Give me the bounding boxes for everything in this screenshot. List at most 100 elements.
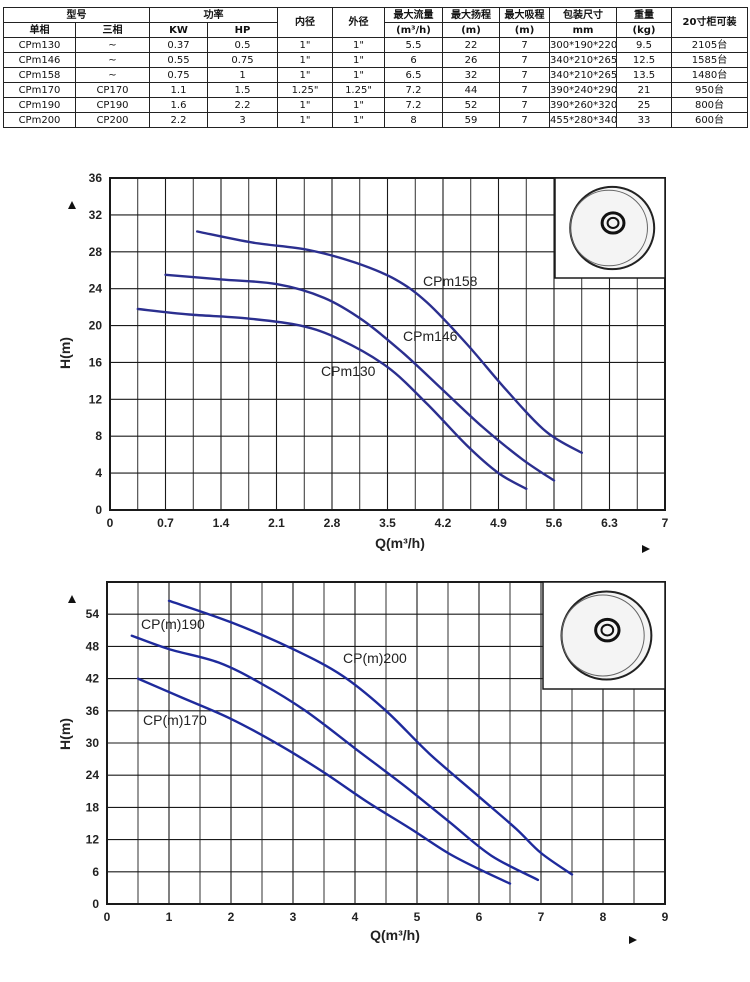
header-three-phase: 三相 [75,22,150,38]
cell-hp: 3 [207,112,278,128]
cell-container: 800台 [671,97,748,113]
series-label: CPm146 [403,328,458,344]
header-package-size-unit: mm [549,22,617,38]
cell-head: 22 [442,37,500,53]
pump-image-port [600,211,626,235]
x-tick-label: 7 [538,910,545,924]
y-tick-label: 36 [89,171,103,185]
cell-weight: 33 [616,112,672,128]
cell-weight: 13.5 [616,67,672,83]
y-tick-label: 54 [86,607,100,621]
y-tick-label: 24 [86,768,100,782]
x-axis-label: Q(m³/h) [375,535,425,551]
series-line-1 [196,230,583,454]
cell-container: 1480台 [671,67,748,83]
y-tick-label: 36 [86,704,100,718]
cell-pack: 340*210*265 [549,52,617,68]
cell-kw: 2.2 [149,112,208,128]
cell-inner: 1" [277,37,333,53]
x-axis-arrow-icon [642,545,650,553]
x-tick-label: 0 [104,910,111,924]
series-line-3 [136,677,512,885]
cell-pack: 390*240*290 [549,82,617,98]
cell-flow: 6.5 [384,67,443,83]
x-tick-label: 5 [414,910,421,924]
cell-hp: 1 [207,67,278,83]
cell-three: ~ [75,67,150,83]
x-tick-label: 1 [166,910,173,924]
cell-kw: 0.55 [149,52,208,68]
cell-three: ~ [75,37,150,53]
y-tick-label: 4 [95,466,102,480]
y-tick-label: 12 [89,392,103,406]
series-line-3 [136,307,528,490]
table-row: CPm170 CP170 1.1 1.5 1.25" 1.25" 7.2 44 … [3,82,748,98]
cell-flow: 7.2 [384,97,443,113]
pump-image-rim [569,189,648,267]
table-row: CPm200 CP200 2.2 3 1" 1" 8 59 7 455*280*… [3,112,748,128]
y-axis-label: H(m) [57,718,73,750]
cell-outer: 1" [332,97,385,113]
x-tick-label: 0 [107,516,114,530]
cell-outer: 1.25" [332,82,385,98]
y-axis-label: H(m) [57,337,73,369]
y-tick-label: 30 [86,736,100,750]
y-tick-label: 48 [86,639,100,653]
header-model: 型号 [3,7,150,23]
cell-hp: 0.75 [207,52,278,68]
cell-suction: 7 [499,67,550,83]
cell-pack: 455*280*340 [549,112,617,128]
series-label: CPm158 [423,273,478,289]
spec-table: 型号 功率 内径 外径 最大流量 最大扬程 最大吸程 包装尺寸 重量 20寸柜可… [3,7,748,128]
cell-hp: 1.5 [207,82,278,98]
cell-container: 600台 [671,112,748,128]
chart-1-container: CPm158 CPm146 CPm130 0 0.7 1.4 2.1 2.8 3.5 4.2 4.9… [55,168,690,563]
cell-hp: 0.5 [207,37,278,53]
header-inner-diameter: 内径 [277,7,333,38]
x-tick-label: 4.9 [490,516,507,530]
cell-head: 52 [442,97,500,113]
x-axis-arrow-icon [629,936,637,944]
cell-single: CPm146 [3,52,76,68]
cell-container: 2105台 [671,37,748,53]
x-tick-label: 2.1 [268,516,285,530]
x-tick-label: 6.3 [601,516,618,530]
chart-2-container: CP(m)190 CP(m)200 CP(m)170 0 1 2 3 4 5 6 7 8 9 0 6 12 18… [55,574,690,957]
table-row: CPm158 ~ 0.75 1 1" 1" 6.5 32 7 340*210*2… [3,67,748,83]
cell-flow: 7.2 [384,82,443,98]
y-tick-label: 0 [92,897,99,911]
plot-frame [106,581,666,905]
cell-weight: 9.5 [616,37,672,53]
y-axis-arrow-icon [68,201,76,209]
y-tick-label: 12 [86,833,100,847]
series-line-2 [164,273,556,482]
header-max-head: 最大扬程 [442,7,500,23]
cell-three: ~ [75,52,150,68]
cell-kw: 0.75 [149,67,208,83]
y-tick-label: 18 [86,800,100,814]
y-tick-label: 20 [89,319,103,333]
header-package-size: 包装尺寸 [549,7,617,23]
table-row: CPm146 ~ 0.55 0.75 1" 1" 6 26 7 340*210*… [3,52,748,68]
x-axis-label: Q(m³/h) [370,927,420,943]
cell-suction: 7 [499,37,550,53]
x-tick-label: 2 [228,910,235,924]
y-tick-label: 0 [95,503,102,517]
table-header-row-2: 单相 三相 KW HP (m³/h) (m) (m) mm (kg) [3,22,748,38]
cell-three: CP200 [75,112,150,128]
cell-single: CPm158 [3,67,76,83]
y-tick-label: 8 [95,429,102,443]
cell-flow: 8 [384,112,443,128]
y-tick-label: 28 [89,245,103,259]
x-tick-label: 7 [662,516,669,530]
series-line-1 [167,599,574,876]
cell-outer: 1" [332,52,385,68]
cell-head: 26 [442,52,500,68]
x-tick-label: 0.7 [157,516,174,530]
cell-flow: 5.5 [384,37,443,53]
pump-image-rim [561,594,645,677]
y-tick-label: 24 [89,282,103,296]
series-label: CPm130 [321,363,376,379]
cell-head: 44 [442,82,500,98]
header-weight-unit: (kg) [616,22,672,38]
